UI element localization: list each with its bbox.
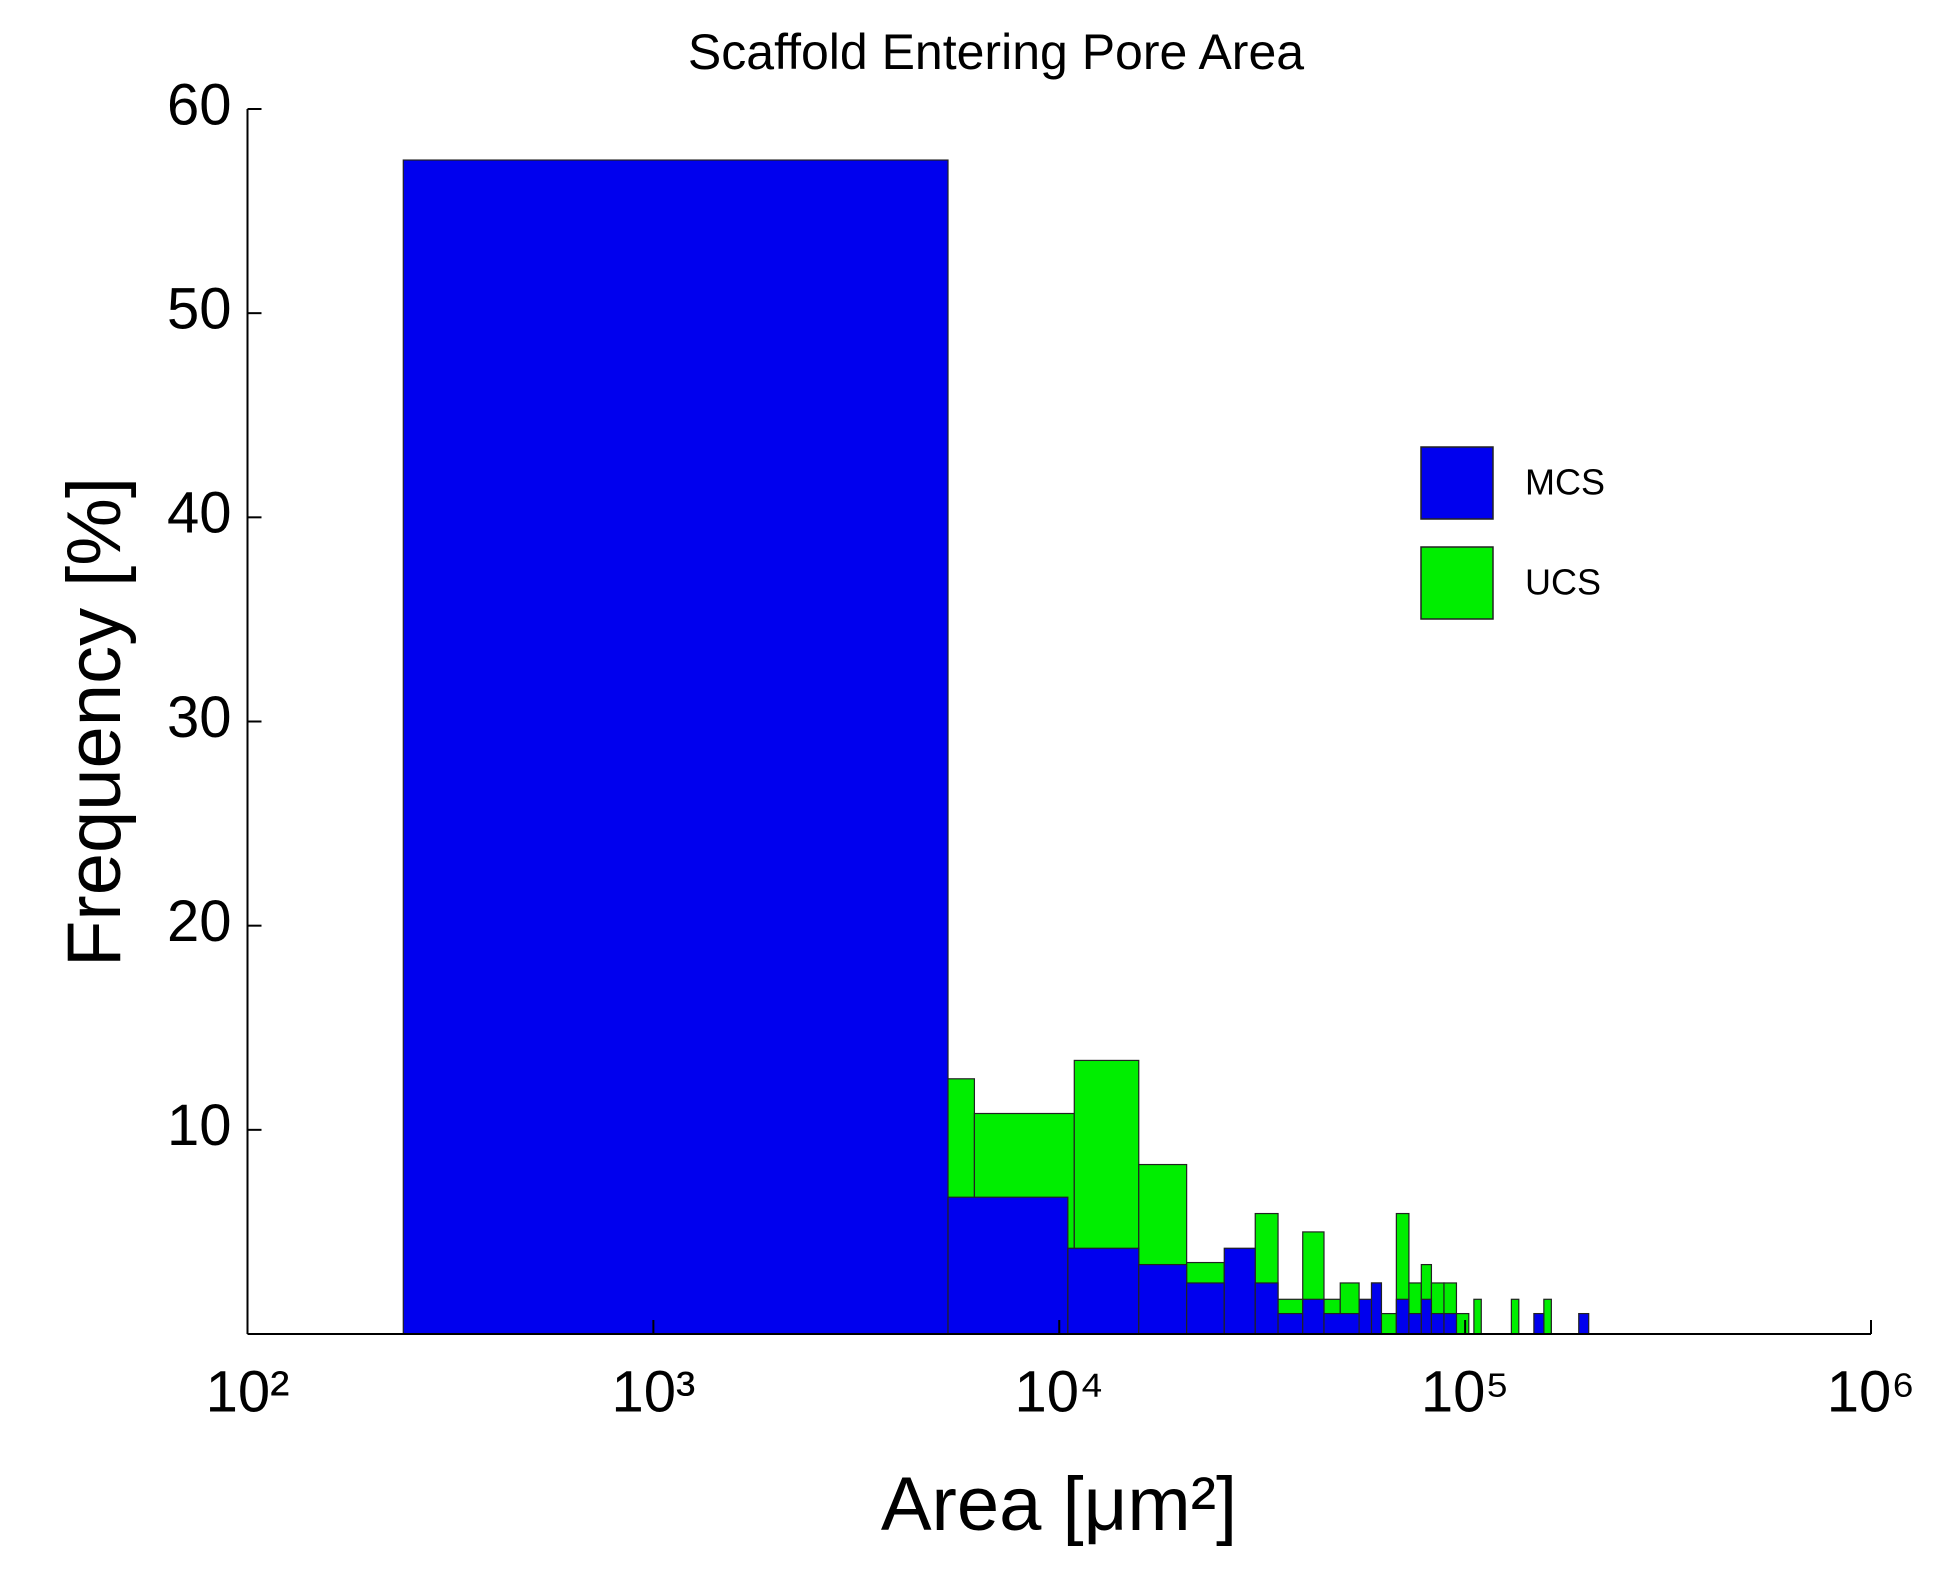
y-tick-label: 40 <box>167 481 232 546</box>
legend-swatch <box>1420 546 1494 620</box>
bar <box>947 1196 1069 1335</box>
bar <box>1578 1312 1590 1335</box>
chart-title: Scaffold Entering Pore Area <box>688 24 1304 80</box>
bar <box>1430 1312 1445 1335</box>
bar <box>1408 1312 1422 1335</box>
bar <box>1277 1312 1304 1335</box>
bar <box>1358 1298 1373 1335</box>
bar <box>1473 1298 1482 1335</box>
y-tick-label: 50 <box>167 276 232 341</box>
bar <box>1067 1247 1140 1335</box>
y-tick-label: 20 <box>167 889 232 954</box>
x-tick-label: 10² <box>206 1359 290 1424</box>
bar <box>1254 1282 1279 1335</box>
bar <box>1323 1312 1360 1335</box>
bar <box>1455 1312 1470 1335</box>
bar <box>1380 1312 1397 1335</box>
x-tick-label: 10⁴ <box>1015 1359 1104 1424</box>
legend-label: MCS <box>1525 462 1605 503</box>
bar <box>1510 1298 1520 1335</box>
x-axis-label: Area [μm²] <box>881 1462 1237 1547</box>
y-tick-label: 30 <box>167 685 232 750</box>
legend-swatch <box>1420 446 1494 520</box>
x-tick-label: 10⁵ <box>1421 1359 1510 1424</box>
bar <box>1533 1312 1545 1335</box>
x-tick-label: 10⁶ <box>1827 1359 1915 1424</box>
bar <box>1302 1298 1325 1335</box>
y-axis-label: Frequency [%] <box>52 477 137 967</box>
x-tick-label: 10³ <box>611 1359 695 1424</box>
bar <box>1395 1298 1410 1335</box>
bar <box>1186 1282 1225 1335</box>
bar <box>402 159 949 1335</box>
bar <box>1420 1298 1433 1335</box>
bar <box>1223 1247 1256 1335</box>
bar <box>1543 1298 1552 1335</box>
bar <box>1443 1312 1458 1335</box>
bar <box>1370 1282 1383 1335</box>
y-tick-label: 60 <box>167 72 232 137</box>
legend-label: UCS <box>1525 562 1601 603</box>
y-tick-label: 10 <box>167 1093 232 1158</box>
bar <box>1138 1263 1188 1335</box>
